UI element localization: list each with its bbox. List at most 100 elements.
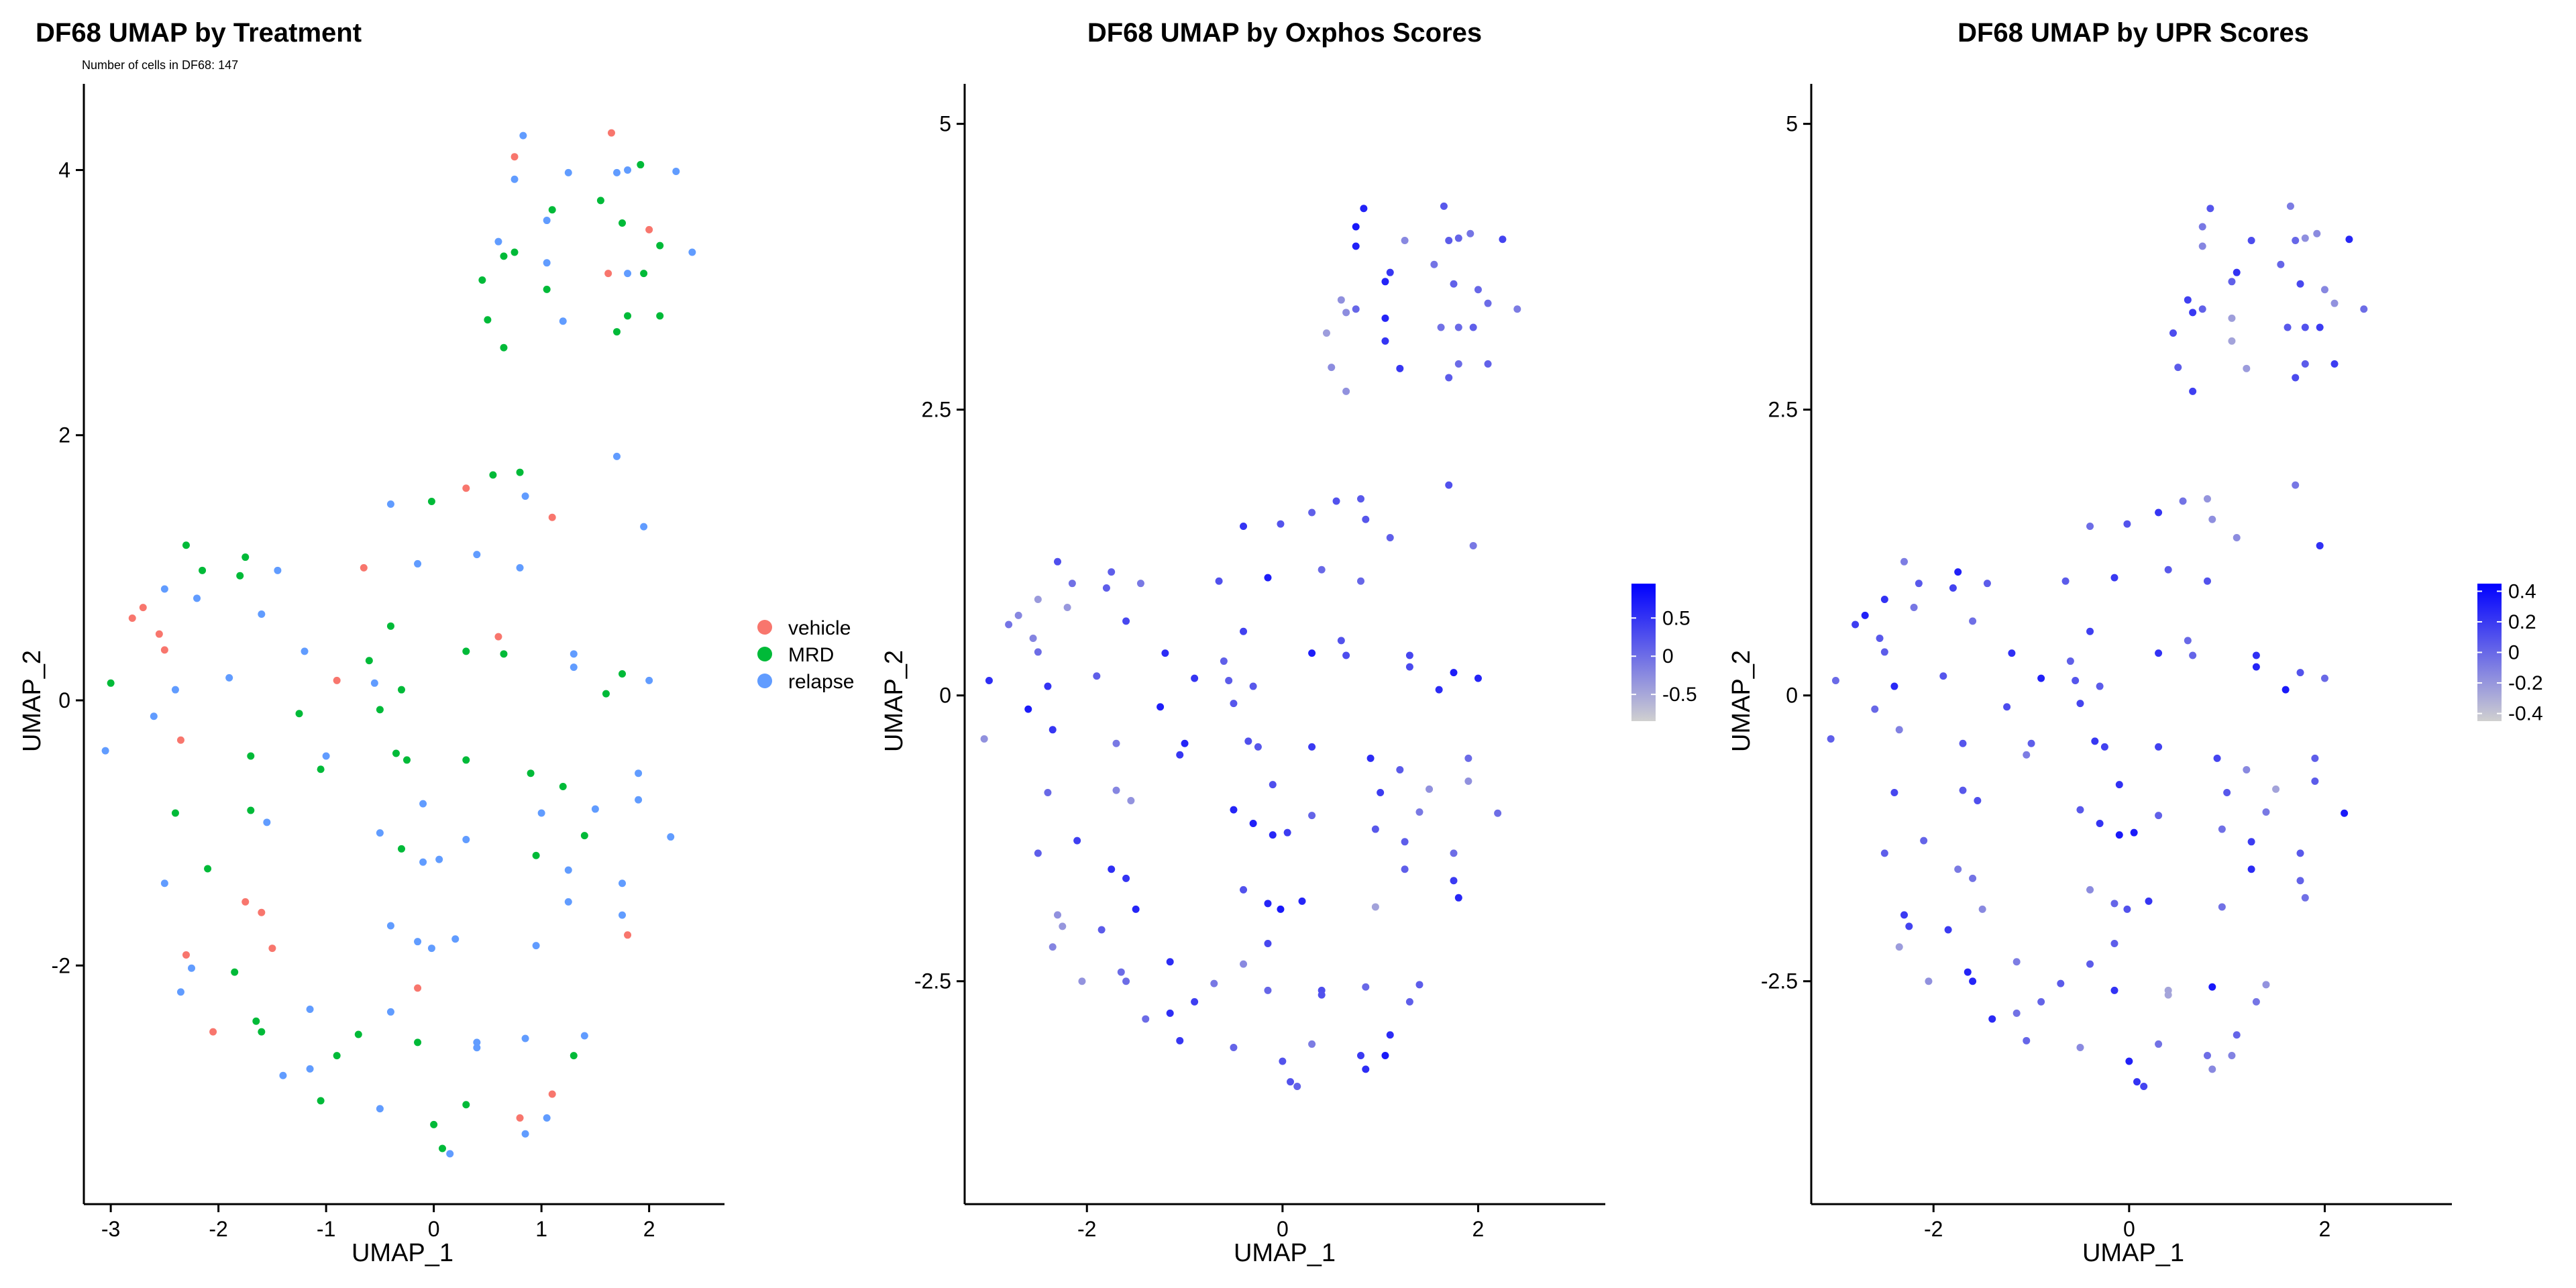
point-score (1342, 651, 1350, 659)
point-relapse (521, 1034, 529, 1042)
panel-1-x-axis-title: UMAP_1 (352, 1239, 453, 1267)
point-score (1983, 580, 1991, 588)
point-score (2292, 236, 2300, 244)
point-MRD (392, 749, 400, 757)
point-MRD (516, 468, 524, 476)
point-score (1377, 789, 1385, 797)
point-MRD (247, 752, 255, 760)
point-relapse (473, 1044, 481, 1052)
point-score (2198, 223, 2206, 231)
point-score (1959, 739, 1967, 747)
point-vehicle (155, 630, 163, 638)
point-score (1484, 360, 1492, 368)
panel-2-x-tick-label: 2 (1472, 1217, 1485, 1241)
point-relapse (446, 1150, 454, 1158)
point-MRD (580, 832, 588, 840)
point-score (1122, 977, 1130, 985)
point-vehicle (139, 604, 147, 612)
panel-upr: DF68 UMAP by UPR Scores -2 0 2 -2.5 0 2.5 5 UM… (1727, 18, 2543, 1267)
point-score (2086, 885, 2094, 894)
point-score (1279, 1057, 1287, 1065)
point-score (1831, 677, 1839, 685)
point-score (1230, 700, 1238, 708)
colorbar-gradient (1631, 584, 1656, 721)
point-score (1371, 903, 1379, 911)
panel-2-y-tick-label: -2.5 (914, 969, 951, 994)
point-score (1445, 481, 1453, 489)
point-score (2316, 541, 2324, 549)
panel-2-y-tick-label: 5 (939, 112, 951, 136)
point-relapse (301, 647, 309, 655)
point-score (2223, 789, 2231, 797)
point-score (1240, 627, 1248, 635)
point-relapse (543, 217, 551, 225)
colorbar-tick-label: 0.5 (1662, 607, 1690, 629)
point-score (2184, 637, 2192, 645)
point-relapse (521, 492, 529, 500)
point-score (1240, 960, 1248, 968)
point-score (1454, 360, 1462, 368)
point-relapse (570, 663, 578, 672)
point-score (1054, 911, 1062, 919)
point-score (2155, 743, 2163, 751)
point-MRD (199, 566, 207, 574)
point-score (2027, 739, 2035, 747)
point-score (1240, 522, 1248, 530)
point-score (2301, 323, 2309, 331)
point-vehicle (160, 646, 168, 654)
legend-key-MRD (757, 647, 772, 661)
point-relapse (462, 836, 470, 844)
point-score (2110, 986, 2118, 994)
point-MRD (619, 219, 627, 227)
point-score (2296, 877, 2304, 885)
point-vehicle (360, 564, 368, 572)
point-score (1127, 796, 1135, 804)
point-MRD (252, 1017, 260, 1025)
point-score (1108, 865, 1116, 873)
point-score (1386, 534, 1394, 542)
point-MRD (438, 1144, 446, 1152)
panel-1-x-tick-label: 2 (643, 1217, 655, 1241)
point-MRD (414, 1038, 422, 1046)
point-score (1969, 977, 1977, 985)
panel-1-x-tick-label: 0 (428, 1217, 440, 1241)
point-MRD (397, 686, 405, 694)
point-score (1386, 1031, 1394, 1039)
point-relapse (376, 1105, 384, 1113)
point-score (1405, 651, 1413, 659)
point-relapse (376, 829, 384, 837)
point-score (1005, 621, 1013, 629)
treatment-legend: vehicle MRD relapse (757, 617, 854, 693)
point-vehicle (607, 129, 615, 137)
panel-1-y-axis-title: UMAP_2 (18, 650, 46, 752)
point-score (2189, 651, 2197, 659)
point-score (1308, 1040, 1316, 1048)
point-relapse (564, 168, 572, 176)
point-MRD (548, 206, 556, 214)
point-score (2316, 323, 2324, 331)
point-score (1484, 299, 1492, 307)
point-vehicle (494, 633, 502, 641)
point-score (2243, 765, 2251, 773)
point-relapse (624, 270, 632, 278)
point-score (2313, 229, 2321, 237)
point-MRD (489, 471, 497, 479)
point-MRD (500, 650, 508, 658)
point-score (2296, 280, 2304, 288)
point-score (2155, 649, 2163, 657)
point-MRD (397, 845, 405, 853)
point-score (1880, 596, 1888, 604)
point-MRD (484, 316, 492, 324)
point-score (2292, 374, 2300, 382)
point-score (2076, 700, 2084, 708)
point-score (1381, 278, 1389, 286)
point-score (1166, 1009, 1174, 1017)
point-score (1356, 495, 1364, 503)
point-score (1880, 648, 1888, 656)
point-score (1210, 979, 1218, 987)
point-score (2296, 849, 2304, 857)
point-score (1474, 286, 1482, 294)
point-score (2003, 703, 2011, 711)
point-relapse (580, 1032, 588, 1040)
point-score (1283, 828, 1291, 837)
